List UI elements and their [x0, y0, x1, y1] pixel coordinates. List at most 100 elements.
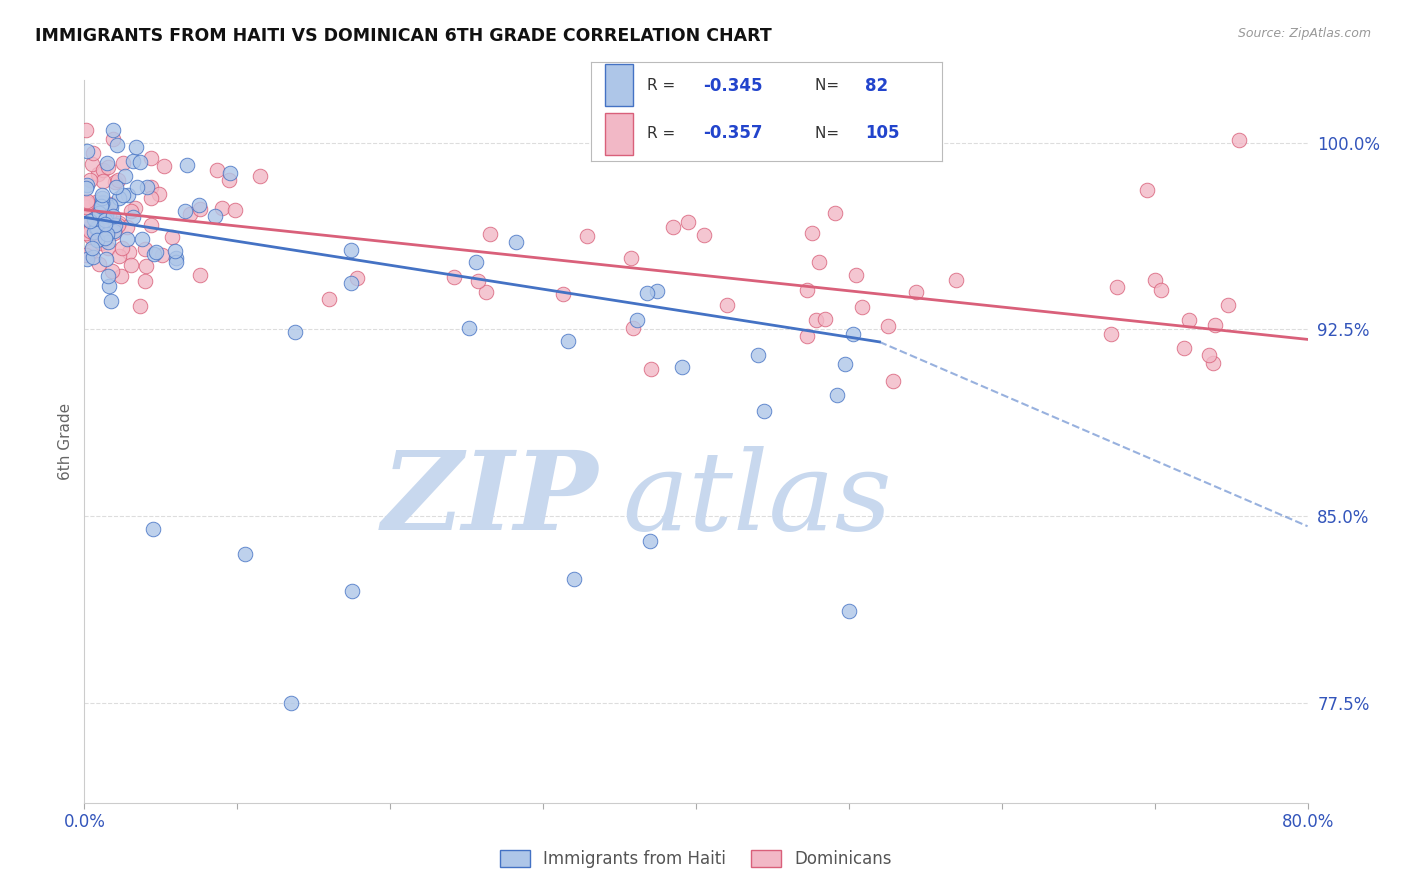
Point	[114, 169, 136, 184]
Point	[79, 213, 101, 227]
Point	[211, 201, 233, 215]
Point	[851, 300, 873, 314]
Point	[104, 219, 127, 233]
Legend: Immigrants from Haiti, Dominicans: Immigrants from Haiti, Dominicans	[494, 844, 898, 875]
Point	[94, 217, 117, 231]
Point	[111, 187, 134, 202]
Text: N=: N=	[815, 126, 845, 141]
Point	[77, 212, 100, 227]
Point	[796, 329, 818, 343]
Point	[76, 195, 98, 210]
Point	[98, 279, 121, 293]
Point	[103, 225, 125, 239]
Point	[1173, 341, 1195, 355]
Point	[163, 244, 186, 258]
Point	[129, 155, 152, 169]
Point	[91, 194, 114, 209]
Point	[118, 244, 141, 259]
Point	[101, 123, 124, 137]
Point	[80, 225, 103, 239]
Point	[1204, 318, 1226, 332]
Point	[1216, 298, 1239, 312]
Point	[807, 255, 830, 269]
Point	[318, 292, 340, 306]
Text: ZIP: ZIP	[381, 446, 598, 553]
Point	[75, 180, 97, 194]
Point	[89, 215, 111, 229]
Bar	[605, 113, 633, 154]
Point	[93, 212, 115, 227]
Point	[224, 203, 246, 218]
Point	[108, 216, 131, 230]
Point	[638, 534, 661, 549]
Point	[139, 218, 162, 232]
Text: atlas: atlas	[623, 446, 893, 553]
Point	[904, 285, 927, 300]
Point	[97, 235, 120, 250]
Point	[87, 167, 110, 181]
Point	[877, 319, 900, 334]
Point	[91, 174, 114, 188]
Point	[97, 160, 120, 174]
Point	[346, 270, 368, 285]
Point	[107, 173, 129, 187]
Text: R =: R =	[647, 126, 681, 141]
Point	[165, 251, 187, 265]
Point	[645, 284, 668, 298]
Point	[98, 202, 121, 216]
Point	[105, 180, 128, 194]
Point	[80, 244, 103, 258]
Point	[134, 242, 156, 256]
Point	[75, 218, 97, 232]
Point	[841, 326, 863, 341]
Point	[142, 522, 165, 536]
Point	[101, 219, 124, 233]
Point	[96, 209, 118, 223]
Point	[91, 187, 114, 202]
Point	[91, 195, 114, 210]
Point	[562, 572, 585, 586]
Point	[145, 244, 167, 259]
Point	[82, 146, 104, 161]
Point	[882, 374, 904, 388]
Point	[834, 357, 856, 371]
Point	[105, 138, 128, 153]
Point	[676, 215, 699, 229]
Point	[716, 297, 738, 311]
Point	[205, 163, 228, 178]
Point	[160, 230, 183, 244]
Point	[97, 242, 120, 256]
Point	[1143, 273, 1166, 287]
Point	[141, 180, 163, 194]
Point	[76, 178, 98, 192]
Point	[1178, 312, 1201, 326]
Point	[75, 200, 97, 214]
Point	[84, 220, 107, 235]
Point	[122, 210, 145, 224]
Point	[845, 268, 868, 282]
Point	[174, 204, 197, 219]
Point	[120, 204, 142, 219]
Point	[94, 231, 117, 245]
Point	[120, 258, 142, 272]
Point	[796, 283, 818, 297]
Point	[752, 404, 775, 418]
Point	[94, 224, 117, 238]
Point	[249, 169, 271, 184]
Point	[117, 187, 139, 202]
Point	[692, 227, 714, 242]
Point	[505, 235, 527, 249]
Point	[621, 320, 644, 334]
Y-axis label: 6th Grade: 6th Grade	[58, 403, 73, 480]
Point	[97, 269, 120, 284]
Point	[662, 220, 685, 235]
Point	[135, 260, 157, 274]
Point	[101, 132, 124, 146]
Point	[340, 243, 363, 257]
Point	[75, 222, 97, 236]
Text: 105: 105	[865, 124, 900, 142]
Point	[747, 348, 769, 362]
Point	[80, 241, 103, 255]
Point	[475, 285, 498, 299]
Point	[620, 252, 643, 266]
